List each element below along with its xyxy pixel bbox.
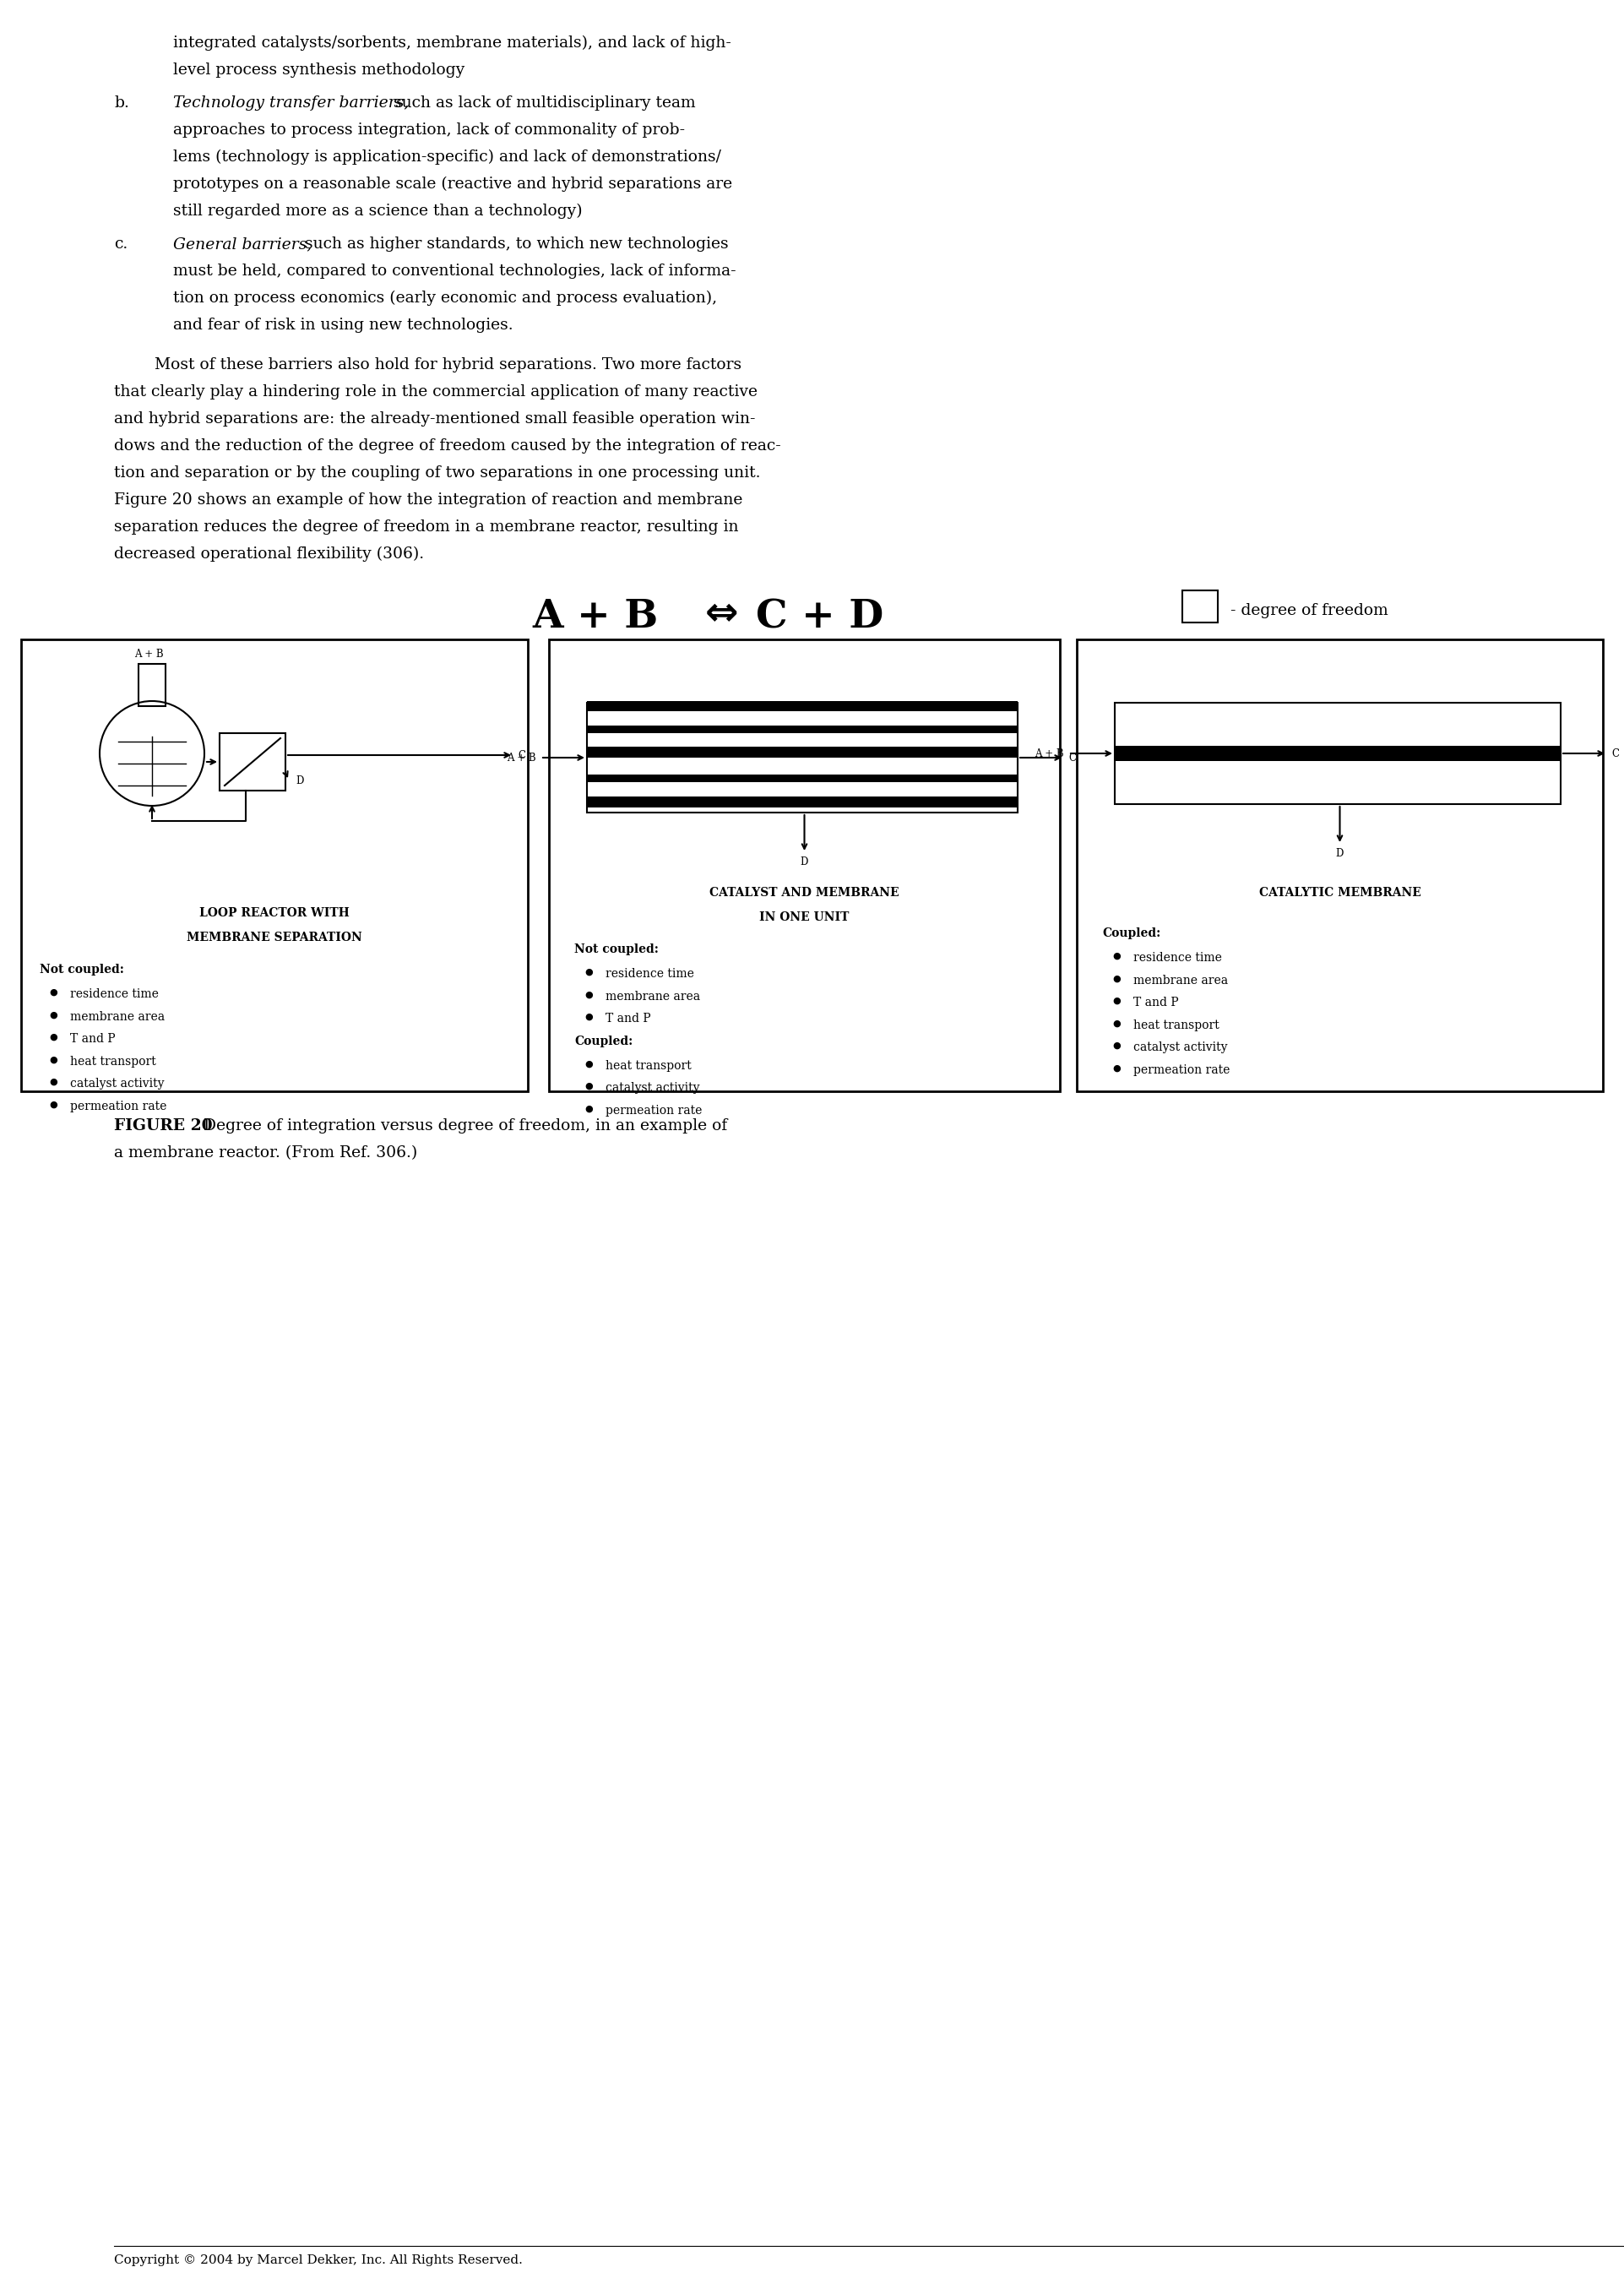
- Text: membrane area: membrane area: [70, 1011, 164, 1023]
- Text: catalyst activity: catalyst activity: [70, 1077, 164, 1089]
- Text: General barriers,: General barriers,: [174, 237, 312, 251]
- Text: catalyst activity: catalyst activity: [606, 1082, 700, 1093]
- Text: Figure 20 shows an example of how the integration of reaction and membrane: Figure 20 shows an example of how the in…: [114, 492, 742, 508]
- Text: T and P: T and P: [1134, 998, 1179, 1009]
- Text: ●: ●: [49, 1100, 57, 1109]
- Text: ●: ●: [585, 1059, 593, 1068]
- Text: such as higher standards, to which new technologies: such as higher standards, to which new t…: [299, 237, 728, 251]
- Text: ●: ●: [49, 1032, 57, 1041]
- Bar: [219, 734, 286, 790]
- Text: and fear of risk in using new technologies.: and fear of risk in using new technologi…: [174, 317, 513, 333]
- Text: permeation rate: permeation rate: [606, 1105, 702, 1116]
- Bar: [138, 663, 166, 706]
- Text: T and P: T and P: [70, 1032, 115, 1046]
- Bar: [1182, 590, 1218, 622]
- Bar: [586, 702, 1018, 813]
- Bar: [1114, 745, 1561, 761]
- Bar: [21, 640, 528, 1091]
- Text: dows and the reduction of the degree of freedom caused by the integration of rea: dows and the reduction of the degree of …: [114, 437, 781, 453]
- Text: permeation rate: permeation rate: [1134, 1064, 1229, 1075]
- Text: D: D: [296, 775, 304, 786]
- Text: Not coupled:: Not coupled:: [575, 943, 659, 954]
- Bar: [1077, 640, 1603, 1091]
- Text: membrane area: membrane area: [1134, 975, 1228, 986]
- Text: integrated catalysts/sorbents, membrane materials), and lack of high-: integrated catalysts/sorbents, membrane …: [174, 36, 731, 50]
- Text: ●: ●: [49, 1055, 57, 1064]
- Text: residence time: residence time: [70, 989, 159, 1000]
- Text: heat transport: heat transport: [606, 1059, 692, 1071]
- Text: ●: ●: [49, 989, 57, 998]
- Bar: [586, 747, 1018, 759]
- Text: must be held, compared to conventional technologies, lack of informa-: must be held, compared to conventional t…: [174, 264, 736, 278]
- Text: tion on process economics (early economic and process evaluation),: tion on process economics (early economi…: [174, 292, 718, 305]
- Bar: [586, 702, 1018, 711]
- Text: CATALYTIC MEMBRANE: CATALYTIC MEMBRANE: [1259, 886, 1421, 900]
- Bar: [586, 797, 1018, 806]
- Text: C: C: [1069, 752, 1077, 763]
- Text: membrane area: membrane area: [606, 991, 700, 1002]
- Text: - degree of freedom: - degree of freedom: [1231, 604, 1389, 617]
- Bar: [586, 775, 1018, 781]
- Text: C: C: [1611, 747, 1619, 759]
- Text: ●: ●: [585, 1014, 593, 1021]
- Text: Degree of integration versus degree of freedom, in an example of: Degree of integration versus degree of f…: [188, 1118, 728, 1134]
- Text: residence time: residence time: [1134, 952, 1221, 964]
- Text: ●: ●: [585, 991, 593, 998]
- Text: A + B: A + B: [135, 649, 164, 661]
- Text: ●: ●: [585, 1082, 593, 1091]
- Text: A + B: A + B: [1034, 747, 1064, 759]
- Text: C + D: C + D: [755, 597, 883, 636]
- Text: T and P: T and P: [606, 1014, 651, 1025]
- Text: Not coupled:: Not coupled:: [39, 964, 123, 975]
- Text: ●: ●: [1112, 1064, 1121, 1073]
- Text: c.: c.: [114, 237, 128, 251]
- Text: Copyright © 2004 by Marcel Dekker, Inc. All Rights Reserved.: Copyright © 2004 by Marcel Dekker, Inc. …: [114, 2255, 523, 2267]
- Text: ●: ●: [49, 1011, 57, 1018]
- Text: permeation rate: permeation rate: [70, 1100, 167, 1112]
- Text: approaches to process integration, lack of commonality of prob-: approaches to process integration, lack …: [174, 123, 685, 137]
- Text: ●: ●: [49, 1077, 57, 1087]
- Text: lems (technology is application-specific) and lack of demonstrations/: lems (technology is application-specific…: [174, 150, 721, 164]
- Text: ●: ●: [1112, 1041, 1121, 1050]
- Text: CATALYST AND MEMBRANE: CATALYST AND MEMBRANE: [710, 886, 900, 900]
- Text: FIGURE 20: FIGURE 20: [114, 1118, 213, 1134]
- Text: ⇔: ⇔: [705, 595, 739, 633]
- Text: A + B: A + B: [533, 597, 658, 636]
- Bar: [549, 640, 1060, 1091]
- Text: D: D: [801, 857, 809, 868]
- Text: ●: ●: [1112, 998, 1121, 1005]
- Text: still regarded more as a science than a technology): still regarded more as a science than a …: [174, 203, 583, 219]
- Text: that clearly play a hindering role in the commercial application of many reactiv: that clearly play a hindering role in th…: [114, 385, 757, 399]
- Text: such as lack of multidisciplinary team: such as lack of multidisciplinary team: [388, 96, 695, 112]
- Text: residence time: residence time: [606, 968, 693, 980]
- Text: a membrane reactor. (From Ref. 306.): a membrane reactor. (From Ref. 306.): [114, 1146, 417, 1160]
- Text: ●: ●: [1112, 975, 1121, 982]
- Text: C: C: [518, 749, 525, 761]
- Text: heat transport: heat transport: [1134, 1018, 1220, 1032]
- Text: catalyst activity: catalyst activity: [1134, 1041, 1228, 1052]
- Text: MEMBRANE SEPARATION: MEMBRANE SEPARATION: [187, 932, 362, 943]
- Text: LOOP REACTOR WITH: LOOP REACTOR WITH: [200, 907, 349, 918]
- Text: D: D: [1337, 847, 1343, 859]
- Text: Technology transfer barriers,: Technology transfer barriers,: [174, 96, 409, 112]
- Text: ●: ●: [1112, 1018, 1121, 1027]
- Text: tion and separation or by the coupling of two separations in one processing unit: tion and separation or by the coupling o…: [114, 465, 760, 481]
- Text: heat transport: heat transport: [70, 1055, 156, 1066]
- Text: and hybrid separations are: the already-mentioned small feasible operation win-: and hybrid separations are: the already-…: [114, 412, 755, 426]
- Text: decreased operational flexibility (306).: decreased operational flexibility (306).: [114, 547, 424, 563]
- Text: IN ONE UNIT: IN ONE UNIT: [760, 911, 849, 923]
- Bar: [586, 727, 1018, 734]
- Text: A + B: A + B: [507, 752, 536, 763]
- Bar: [1114, 702, 1561, 804]
- Text: b.: b.: [114, 96, 128, 112]
- Text: Coupled:: Coupled:: [575, 1034, 633, 1048]
- Text: level process synthesis methodology: level process synthesis methodology: [174, 62, 464, 77]
- Text: ●: ●: [1112, 952, 1121, 961]
- Text: ●: ●: [585, 968, 593, 977]
- Text: prototypes on a reasonable scale (reactive and hybrid separations are: prototypes on a reasonable scale (reacti…: [174, 175, 732, 191]
- Text: separation reduces the degree of freedom in a membrane reactor, resulting in: separation reduces the degree of freedom…: [114, 519, 739, 535]
- Text: Coupled:: Coupled:: [1103, 927, 1161, 939]
- Text: Most of these barriers also hold for hybrid separations. Two more factors: Most of these barriers also hold for hyb…: [114, 358, 742, 374]
- Text: ●: ●: [585, 1105, 593, 1114]
